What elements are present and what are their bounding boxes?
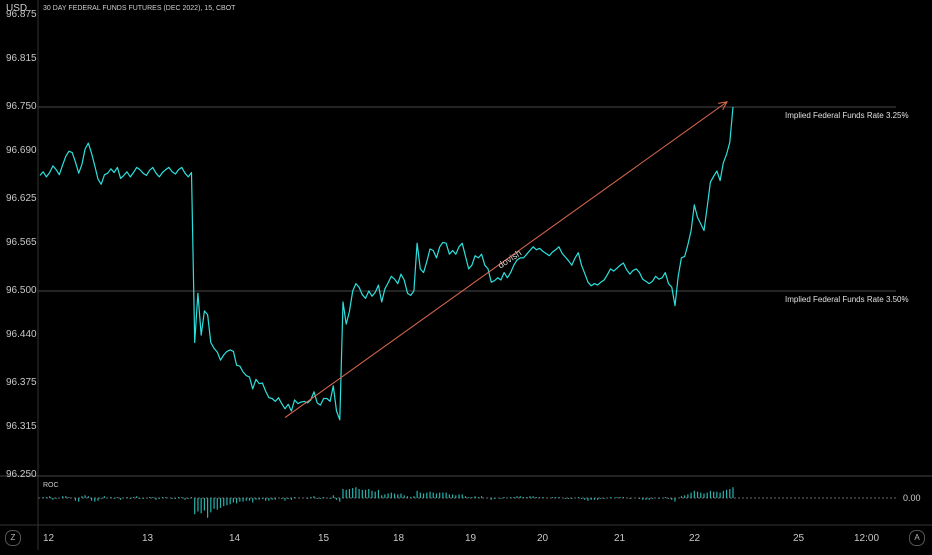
time-tick-label: 25 <box>793 533 805 544</box>
time-tick-label: 13 <box>142 533 154 544</box>
time-tick-label: 18 <box>393 533 405 544</box>
roc-indicator-title[interactable]: ROC <box>43 482 59 489</box>
time-tick-label: 15 <box>318 533 330 544</box>
auto-scale-z-button[interactable]: Z <box>5 530 21 546</box>
time-tick-label: 14 <box>229 533 241 544</box>
dovish-arrow-line <box>284 101 728 418</box>
price-tick-label: 96.690 <box>6 145 37 157</box>
price-tick-label: 96.625 <box>6 193 37 204</box>
time-tick-label: 22 <box>689 533 701 544</box>
price-tick-label: 96.500 <box>6 285 37 296</box>
roc-zero-label: 0.00 <box>903 493 921 503</box>
time-tick-label: 12:00 <box>854 533 880 544</box>
time-tick-label: 19 <box>465 533 477 544</box>
price-tick-label: 96.815 <box>6 53 37 65</box>
price-tick-label: 96.315 <box>6 421 37 433</box>
level-label-3-50: Implied Federal Funds Rate 3.50% <box>785 295 909 304</box>
chart-title: 30 DAY FEDERAL FUNDS FUTURES (DEC 2022),… <box>43 5 236 12</box>
time-tick-label: 21 <box>614 533 626 544</box>
time-tick-label: 20 <box>537 533 549 544</box>
time-tick-label: 12 <box>43 533 55 544</box>
price-tick-label: 96.875 <box>6 9 37 20</box>
price-tick-label: 96.750 <box>6 101 37 112</box>
price-line <box>39 106 734 421</box>
price-tick-label: 96.565 <box>6 237 37 249</box>
level-label-3-25: Implied Federal Funds Rate 3.25% <box>785 111 909 120</box>
auto-scale-a-button[interactable]: A <box>909 530 925 546</box>
price-tick-label: 96.440 <box>6 329 37 341</box>
price-tick-label: 96.250 <box>6 469 37 480</box>
price-tick-label: 96.375 <box>6 377 37 388</box>
dovish-arrow-head <box>718 101 728 110</box>
currency-label: USD <box>6 3 28 14</box>
